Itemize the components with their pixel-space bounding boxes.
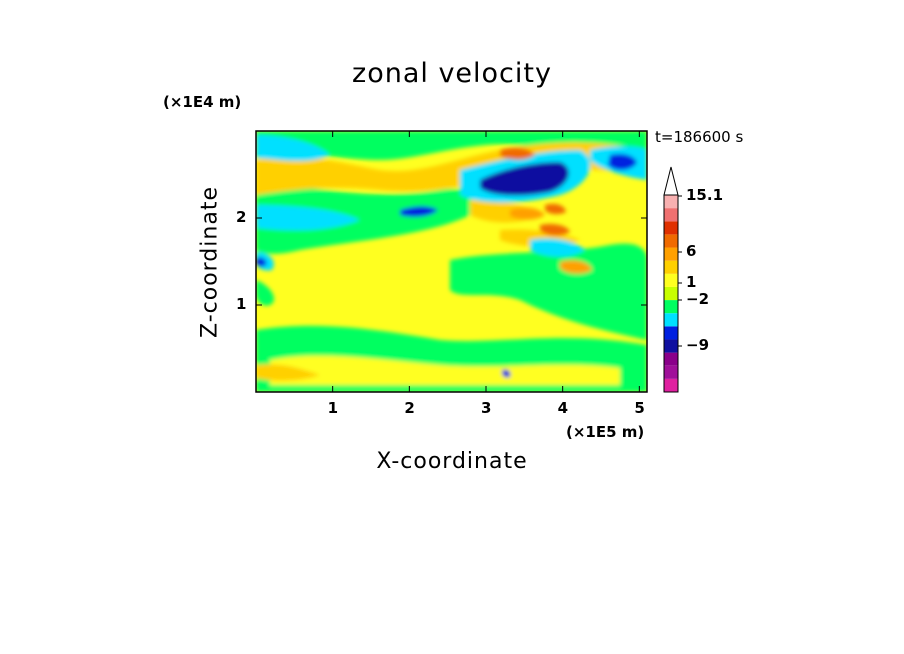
colorbar-swatch [664,378,678,392]
plot-frame [255,130,648,393]
colorbar [663,166,682,393]
band-cyan [256,205,360,231]
core-orange [540,223,570,236]
colorbar-arrow [663,166,679,196]
z-tick-label: 2 [236,208,247,226]
colorbar-swatch [664,195,678,209]
colorbar-swatch [664,365,678,379]
colorbar-swatch [664,313,678,327]
band-green [256,180,474,254]
core-orange [560,260,592,274]
core-blue [480,162,569,196]
colorbar-swatch [664,352,678,366]
core-blue [400,206,438,217]
band-orange [256,364,320,381]
band-yellow [270,355,620,385]
colorbar-label: −9 [686,336,710,354]
core-blue [608,153,637,171]
colorbar-swatch [664,273,678,287]
band-green [256,131,647,170]
chart-title: zonal velocity [352,58,552,89]
colorbar-swatch [664,339,678,353]
band-green [256,280,275,306]
colorbar-label: −2 [686,290,710,308]
z-axis-unit: (×1E4 m) [163,93,242,111]
x-axis-label: X-coordinate [376,449,528,474]
x-tick-label: 3 [481,399,492,417]
colorbar-label: 6 [686,242,697,260]
core-blue [502,369,511,378]
colorbar-swatch [664,286,678,301]
colorbar-swatch [664,247,678,261]
colorbar-label: 15.1 [686,186,724,204]
colorbar-swatch [664,326,678,340]
colorbar-swatch [664,260,678,274]
colorbar-swatch [664,234,678,248]
x-axis-ticks [332,131,640,392]
colorbar-swatch [664,208,678,222]
x-tick-label: 2 [404,399,415,417]
colorbar-frame [663,194,679,393]
timestamp-label: t=186600 s [655,128,744,146]
x-tick-label: 1 [327,399,339,417]
band-cyan [530,238,585,257]
z-tick-label: 1 [236,295,247,313]
contour-field [256,131,647,392]
core-orange [545,203,566,215]
z-axis-ticks [256,217,647,306]
band-green [450,243,647,340]
band-cyan [256,135,330,162]
z-axis-label: Z-coordinate [197,186,223,338]
core-blue [256,257,267,267]
contour-bands [256,131,647,392]
x-axis-unit: (×1E5 m) [566,423,645,441]
core-orange [500,147,535,160]
x-tick-label: 4 [557,399,569,417]
colorbar-label: 1 [686,273,697,291]
colorbar-swatch [664,221,678,235]
x-tick-label: 5 [634,399,645,417]
core-orange [510,207,545,220]
colorbar-swatch [664,300,678,314]
